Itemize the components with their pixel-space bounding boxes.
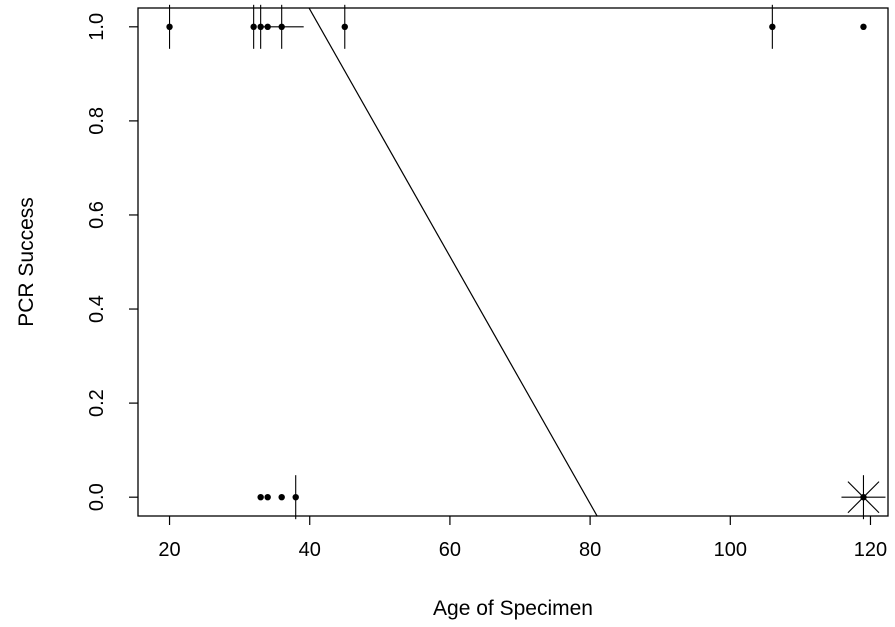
sunflower-petal [863,481,880,498]
sunflower-petal [863,496,880,514]
plot-frame [137,7,889,517]
y-tick-label: 0.6 [86,201,108,229]
y-axis: 0.0 0.2 0.4 0.6 0.8 1.0 [86,13,138,511]
y-axis-label: PCR Success [15,197,38,327]
points-layer [166,4,886,520]
y-tick-label: 0.0 [86,483,108,511]
sunflower-point [341,4,348,49]
x-axis-label: Age of Specimen [433,597,593,620]
x-tick-label: 80 [579,539,601,561]
data-point [860,23,867,31]
data-point [769,23,776,31]
sunflower-point [264,493,271,501]
sunflower-petal [847,496,864,514]
y-tick-label: 0.8 [86,107,108,135]
y-tick-label: 0.2 [86,389,108,417]
x-tick-label: 120 [854,539,887,561]
data-point [341,23,348,31]
data-point [166,23,173,31]
x-tick-label: 60 [439,539,461,561]
sunflower-point [259,4,304,49]
data-point [250,23,257,31]
sunflower-point [166,4,173,49]
sunflower-petal [847,481,864,498]
sunflower-point [257,493,264,501]
data-point [278,493,285,501]
y-tick-label: 0.4 [86,295,108,323]
x-tick-label: 40 [299,539,321,561]
fit-line-layer [308,8,598,516]
data-point [264,493,271,501]
sunflower-point [769,4,776,49]
fit-line [308,8,598,516]
data-point [860,493,867,501]
x-tick-label: 20 [158,539,180,561]
x-axis: 20 40 60 80 100 120 [158,516,887,561]
data-point [292,493,299,501]
data-point [257,493,264,501]
data-point [278,23,285,31]
sunflower-point [250,4,257,49]
sunflower-point [860,23,867,31]
y-tick-label: 1.0 [86,13,108,41]
sunflower-point [278,493,285,501]
x-tick-label: 100 [714,539,747,561]
sunflower-point [292,475,299,520]
sunflower-point [841,475,886,520]
